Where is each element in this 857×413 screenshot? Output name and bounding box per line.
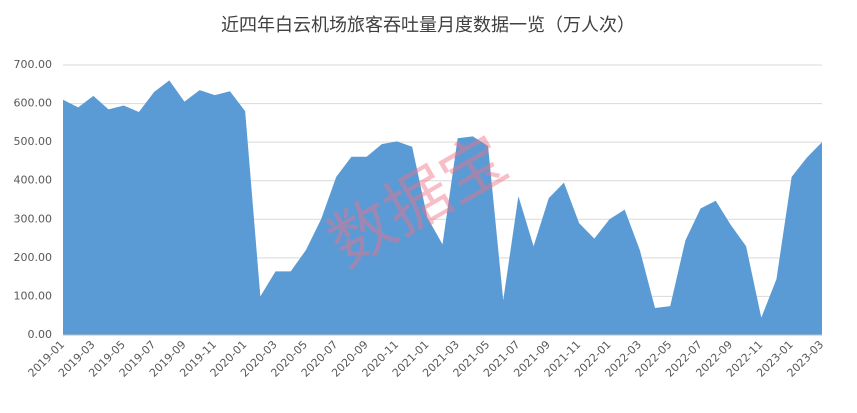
y-tick-label: 100.00: [14, 289, 53, 302]
y-tick-label: 300.00: [14, 212, 53, 225]
y-tick-label: 600.00: [14, 97, 53, 110]
y-tick-label: 700.00: [14, 58, 53, 71]
y-tick-label: 200.00: [14, 251, 53, 264]
area: [63, 80, 822, 335]
y-tick-label: 500.00: [14, 135, 53, 148]
y-tick-label: 0.00: [28, 328, 53, 341]
chart-title: 近四年白云机场旅客吞吐量月度数据一览（万人次）: [221, 15, 635, 36]
y-tick-label: 400.00: [14, 174, 53, 187]
